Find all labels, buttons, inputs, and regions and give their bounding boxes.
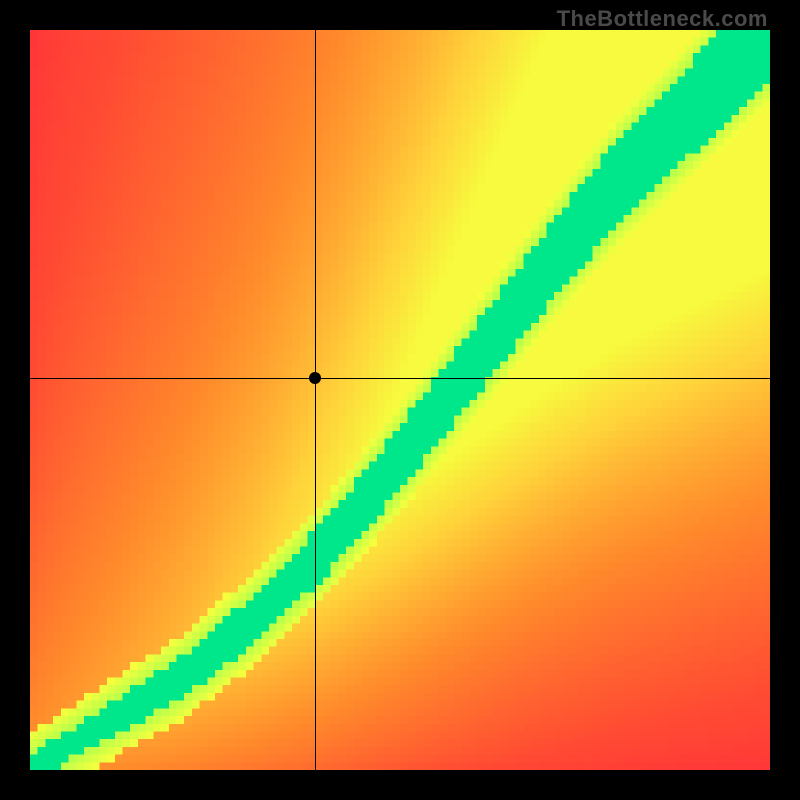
crosshair-horizontal [30,378,770,379]
crosshair-vertical [315,30,316,770]
heatmap-plot [30,30,770,770]
watermark-text: TheBottleneck.com [557,6,768,32]
heatmap-canvas [30,30,770,770]
crosshair-marker [309,372,321,384]
